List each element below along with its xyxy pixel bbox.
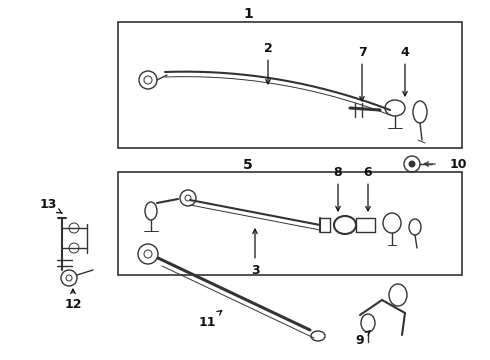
Circle shape (409, 161, 415, 167)
Text: 10: 10 (450, 158, 467, 171)
Text: 9: 9 (356, 331, 370, 346)
Text: 6: 6 (364, 166, 372, 211)
Text: 11: 11 (198, 311, 221, 328)
Text: 12: 12 (64, 289, 82, 311)
Text: 2: 2 (264, 41, 272, 84)
Bar (118, 172, 462, 275)
Text: 13: 13 (39, 198, 62, 213)
Text: 3: 3 (251, 229, 259, 276)
Text: 7: 7 (358, 45, 367, 101)
Text: 1: 1 (243, 7, 253, 21)
Text: 4: 4 (401, 45, 409, 96)
Text: 5: 5 (243, 158, 253, 172)
Text: 8: 8 (334, 166, 343, 211)
Bar (118, 22, 462, 148)
